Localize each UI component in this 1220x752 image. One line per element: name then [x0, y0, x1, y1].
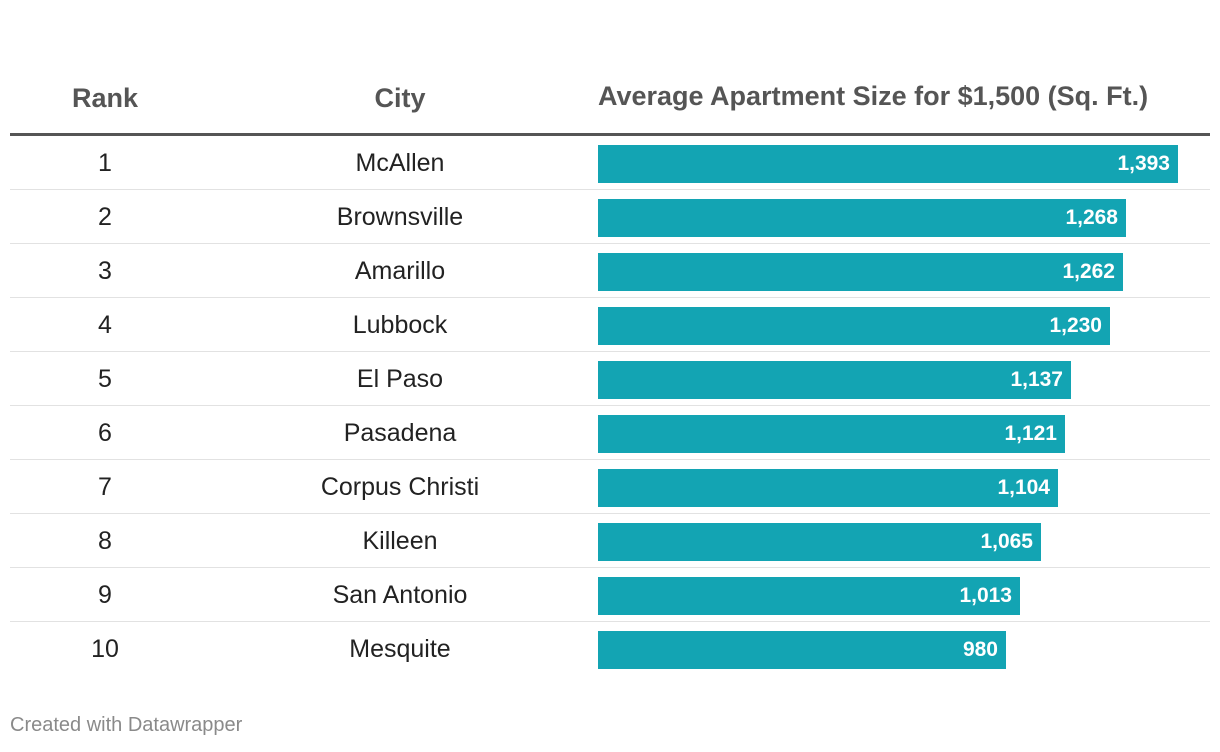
- bar: 1,065: [598, 523, 1041, 561]
- bar: 1,230: [598, 307, 1110, 345]
- table-body: 1 McAllen 1,393 2 Brownsville 1,268 3 Amarillo 1…: [10, 136, 1210, 676]
- table-row: 8 Killeen 1,065: [10, 514, 1210, 568]
- bar-cell: 1,137: [598, 361, 1178, 399]
- table-row: 5 El Paso 1,137: [10, 352, 1210, 406]
- city-cell: El Paso: [356, 365, 444, 393]
- rank-cell: 7: [98, 473, 112, 501]
- bar-value-label: 1,065: [980, 530, 1033, 553]
- rank-cell: 4: [98, 311, 112, 339]
- data-table: Rank City Average Apartment Size for $1,…: [10, 0, 1210, 676]
- table-row: 1 McAllen 1,393: [10, 136, 1210, 190]
- bar: 1,262: [598, 253, 1123, 291]
- bar-cell: 1,262: [598, 253, 1178, 291]
- bar: 1,268: [598, 199, 1126, 237]
- rank-cell: 5: [98, 365, 112, 393]
- bar-value-label: 1,230: [1049, 314, 1102, 337]
- table-row: 3 Amarillo 1,262: [10, 244, 1210, 298]
- table-row: 2 Brownsville 1,268: [10, 190, 1210, 244]
- bar-value-label: 1,104: [997, 476, 1050, 499]
- bar-cell: 1,065: [598, 523, 1178, 561]
- city-cell: Corpus Christi: [320, 473, 480, 501]
- bar: 1,393: [598, 145, 1178, 183]
- rank-cell: 8: [98, 527, 112, 555]
- bar: 1,104: [598, 469, 1058, 507]
- rank-cell: 2: [98, 203, 112, 231]
- bar-value-label: 980: [962, 638, 998, 661]
- bar-value-label: 1,121: [1004, 422, 1057, 445]
- bar-value-label: 1,268: [1065, 206, 1118, 229]
- city-cell: Killeen: [362, 527, 438, 555]
- city-cell: McAllen: [355, 149, 445, 177]
- bar-cell: 1,121: [598, 415, 1178, 453]
- city-cell: Brownsville: [336, 203, 464, 231]
- table-header: Rank City Average Apartment Size for $1,…: [10, 0, 1210, 136]
- bar-value-label: 1,393: [1117, 152, 1170, 175]
- rank-cell: 6: [98, 419, 112, 447]
- table-row: 10 Mesquite 980: [10, 622, 1210, 676]
- bar-value-label: 1,137: [1010, 368, 1063, 391]
- bar-cell: 1,393: [598, 145, 1178, 183]
- bar-cell: 980: [598, 631, 1178, 669]
- city-cell: Lubbock: [352, 311, 448, 339]
- bar-cell: 1,104: [598, 469, 1178, 507]
- header-city[interactable]: City: [374, 83, 426, 113]
- table-row: 6 Pasadena 1,121: [10, 406, 1210, 460]
- bar: 980: [598, 631, 1006, 669]
- header-apartment-size[interactable]: Average Apartment Size for $1,500 (Sq. F…: [598, 81, 1149, 111]
- bar-cell: 1,268: [598, 199, 1178, 237]
- city-cell: San Antonio: [332, 581, 468, 609]
- header-rank[interactable]: Rank: [71, 83, 139, 113]
- bar-cell: 1,230: [598, 307, 1178, 345]
- rank-cell: 9: [98, 581, 112, 609]
- table-row: 9 San Antonio 1,013: [10, 568, 1210, 622]
- bar: 1,121: [598, 415, 1065, 453]
- bar-cell: 1,013: [598, 577, 1178, 615]
- table-row: 4 Lubbock 1,230: [10, 298, 1210, 352]
- rank-cell: 1: [98, 149, 112, 177]
- bar: 1,137: [598, 361, 1071, 399]
- bar-value-label: 1,262: [1062, 260, 1115, 283]
- bar: 1,013: [598, 577, 1020, 615]
- city-cell: Mesquite: [349, 635, 451, 663]
- city-cell: Amarillo: [354, 257, 446, 285]
- rank-cell: 3: [98, 257, 112, 285]
- bar-value-label: 1,013: [959, 584, 1012, 607]
- footer-credit[interactable]: Created with Datawrapper: [10, 714, 243, 736]
- city-cell: Pasadena: [343, 419, 457, 447]
- rank-cell: 10: [91, 635, 119, 663]
- table-row: 7 Corpus Christi 1,104: [10, 460, 1210, 514]
